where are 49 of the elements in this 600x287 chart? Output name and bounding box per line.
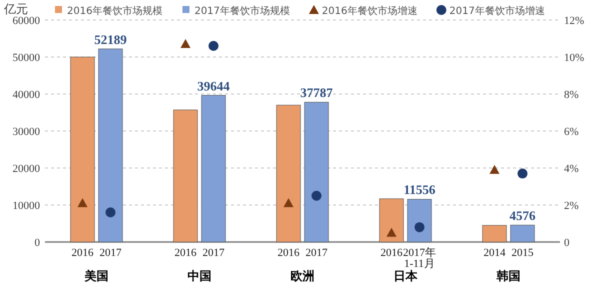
legend-label: 2017年餐饮市场增速 bbox=[449, 5, 545, 17]
bar bbox=[482, 225, 507, 242]
bar bbox=[379, 198, 404, 242]
bar bbox=[201, 95, 226, 242]
bar bbox=[407, 198, 432, 242]
y-tick-label: 30000 bbox=[12, 126, 40, 138]
bar bbox=[70, 56, 95, 242]
data-label: 37787 bbox=[300, 85, 334, 100]
data-label: 39644 bbox=[197, 78, 230, 94]
data-label: 11556 bbox=[404, 182, 436, 198]
bar bbox=[98, 48, 123, 242]
x-tick-label: 韩国 bbox=[496, 269, 520, 283]
data-label: 52189 bbox=[94, 32, 128, 47]
legend-label: 2017年餐饮市场规模 bbox=[194, 5, 290, 17]
x-tick-label: 日本 bbox=[394, 269, 418, 283]
y2-tick-label: 0 bbox=[564, 237, 570, 249]
y2-tick-label: 4% bbox=[564, 163, 579, 175]
y-tick-label: 60000 bbox=[12, 15, 40, 27]
y-tick-label: 40000 bbox=[12, 89, 40, 101]
data-label: 4576 bbox=[510, 208, 536, 224]
x-tick-label: 欧洲 bbox=[290, 269, 314, 283]
y2-tick-label: 12% bbox=[564, 15, 584, 27]
text: 2017 bbox=[306, 247, 328, 259]
y-axis-title: 亿元 bbox=[3, 2, 28, 16]
y-tick-label: 50000 bbox=[12, 52, 40, 64]
y-tick-label: 0 bbox=[34, 237, 40, 249]
y-tick-label: 10000 bbox=[12, 200, 40, 212]
text: 2016 bbox=[278, 247, 300, 259]
legend-label: 2016年餐饮市场增速 bbox=[322, 5, 418, 17]
y2-tick-label: 10% bbox=[564, 52, 584, 64]
y2-tick-label: 2% bbox=[564, 200, 579, 212]
y-tick-label: 20000 bbox=[12, 163, 40, 175]
text: 2017 bbox=[100, 247, 122, 259]
text: 2016 bbox=[72, 247, 94, 259]
text: 2015 bbox=[512, 247, 534, 259]
bar bbox=[276, 104, 301, 242]
text: 2016 bbox=[380, 247, 403, 259]
y2-tick-label: 6% bbox=[564, 126, 579, 138]
text: 2017年 1-11月 bbox=[403, 247, 436, 270]
text: 2017 bbox=[202, 247, 225, 259]
legend-label: 2016年餐饮市场规模 bbox=[67, 5, 162, 17]
bar bbox=[173, 110, 198, 242]
text: 2014 bbox=[484, 247, 506, 259]
bar bbox=[510, 224, 535, 242]
y2-tick-label: 8% bbox=[564, 89, 579, 101]
bar bbox=[304, 102, 329, 242]
x-tick-label: 中国 bbox=[188, 269, 212, 283]
x-tick-label: 美国 bbox=[84, 269, 108, 283]
text: 2016 bbox=[174, 247, 197, 259]
